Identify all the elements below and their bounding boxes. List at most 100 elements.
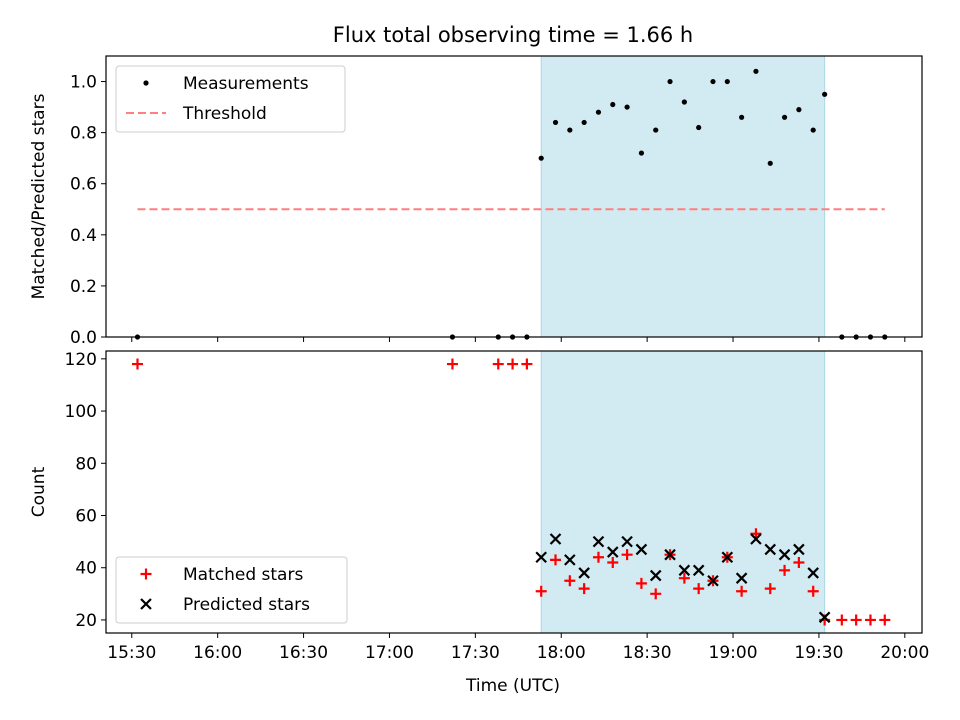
x-tick-label: 17:00 (365, 643, 414, 663)
y-tick-label: 60 (75, 507, 97, 527)
data-point (624, 104, 630, 110)
data-point (864, 614, 876, 626)
data-point (836, 614, 848, 626)
data-point (635, 543, 648, 556)
data-point (764, 583, 776, 595)
data-point (535, 585, 547, 597)
data-point (764, 543, 777, 556)
chart-title: Flux total observing time = 1.66 h (333, 23, 693, 47)
legend-entry: Measurements (143, 74, 309, 94)
y-tick-label: 0.2 (70, 277, 97, 297)
data-point (750, 533, 762, 545)
data-point (581, 119, 587, 126)
y-tick-label: 80 (75, 454, 97, 474)
data-point (578, 583, 590, 595)
data-point (578, 567, 590, 579)
x-tick-label: 17:30 (451, 643, 500, 663)
x-tick-label: 15:30 (107, 643, 156, 663)
data-point (767, 160, 773, 166)
data-point (550, 554, 562, 566)
data-point (681, 99, 687, 105)
legend-box (115, 556, 348, 624)
legend: Measurements Threshold (115, 65, 346, 133)
y-tick-label: 20 (75, 611, 97, 631)
legend-box (115, 65, 346, 133)
y-tick-label: 0.4 (70, 226, 97, 246)
data-point (693, 583, 705, 595)
data-point (735, 572, 748, 584)
x-tick-label: 20:00 (880, 643, 929, 663)
data-point (879, 614, 891, 626)
data-point (818, 611, 831, 624)
x-tick-label: 16:30 (279, 643, 328, 663)
y-tick-label: 120 (65, 350, 97, 370)
data-point (696, 124, 702, 131)
legend-marker (143, 80, 149, 86)
data-point (807, 585, 819, 597)
observing-window-shade (540, 55, 826, 338)
data-point (592, 551, 604, 563)
data-point (793, 557, 805, 568)
data-point (753, 68, 759, 74)
x-tick-label: 18:30 (623, 643, 672, 663)
data-point (521, 358, 533, 370)
panel-ratio: 0.0 0.2 0.4 0.6 0.8 1.0 Matched/Predicted star… (29, 55, 923, 348)
observing-window-shade (540, 350, 826, 634)
data-point (678, 564, 691, 577)
axes-frame (105, 55, 923, 338)
data-point (564, 575, 576, 587)
data-point (607, 557, 619, 568)
data-point (507, 358, 519, 370)
data-point (538, 155, 544, 161)
legend: Matched stars Predicted stars (115, 556, 348, 624)
data-point (781, 114, 788, 120)
data-point (692, 564, 705, 577)
data-point (564, 554, 576, 566)
data-point (822, 91, 828, 97)
y-axis-label: Count (29, 466, 49, 517)
x-tick-label: 18:00 (537, 643, 586, 663)
data-point (664, 548, 676, 561)
data-point (793, 543, 805, 556)
data-point (492, 358, 504, 370)
data-point (592, 535, 605, 548)
legend-label: Matched stars (183, 565, 303, 585)
data-point (739, 114, 745, 120)
data-point (535, 551, 547, 564)
x-axis-label: Time (UTC) (465, 676, 560, 696)
legend-entry: Predicted stars (140, 595, 310, 615)
data-point (607, 546, 619, 558)
y-tick-label: 40 (75, 559, 97, 579)
legend-label: Measurements (183, 74, 309, 94)
y-tick-label: 100 (65, 402, 97, 422)
y-axis-label: Matched/Predicted stars (29, 93, 49, 299)
data-point (810, 127, 816, 133)
legend-label: Threshold (182, 104, 267, 124)
data-point (678, 572, 690, 584)
x-tick-label: 19:30 (794, 643, 843, 663)
data-point (736, 585, 748, 597)
data-point (610, 101, 616, 108)
y-tick-label: 0.6 (70, 175, 97, 195)
data-point (552, 119, 559, 126)
data-point (650, 588, 662, 600)
data-point (131, 358, 143, 370)
data-point (707, 575, 719, 587)
panel-counts: 20 40 60 80 100 120 15:30 16:00 16:30 17:00 17:30 1… (29, 350, 929, 663)
legend-entry: Threshold (126, 104, 267, 124)
data-point (621, 549, 633, 561)
data-point (649, 569, 662, 582)
data-point (621, 535, 633, 548)
data-point (635, 577, 647, 589)
data-point (446, 358, 458, 370)
legend-entry: Matched stars (140, 565, 303, 585)
series-predicted-stars (535, 533, 831, 624)
legend-marker (140, 598, 152, 610)
legend-marker (140, 568, 152, 580)
data-point (549, 533, 562, 545)
axes-frame (105, 350, 923, 634)
data-point (653, 127, 659, 133)
data-point (567, 127, 573, 133)
y-tick-label: 0.0 (70, 328, 97, 348)
